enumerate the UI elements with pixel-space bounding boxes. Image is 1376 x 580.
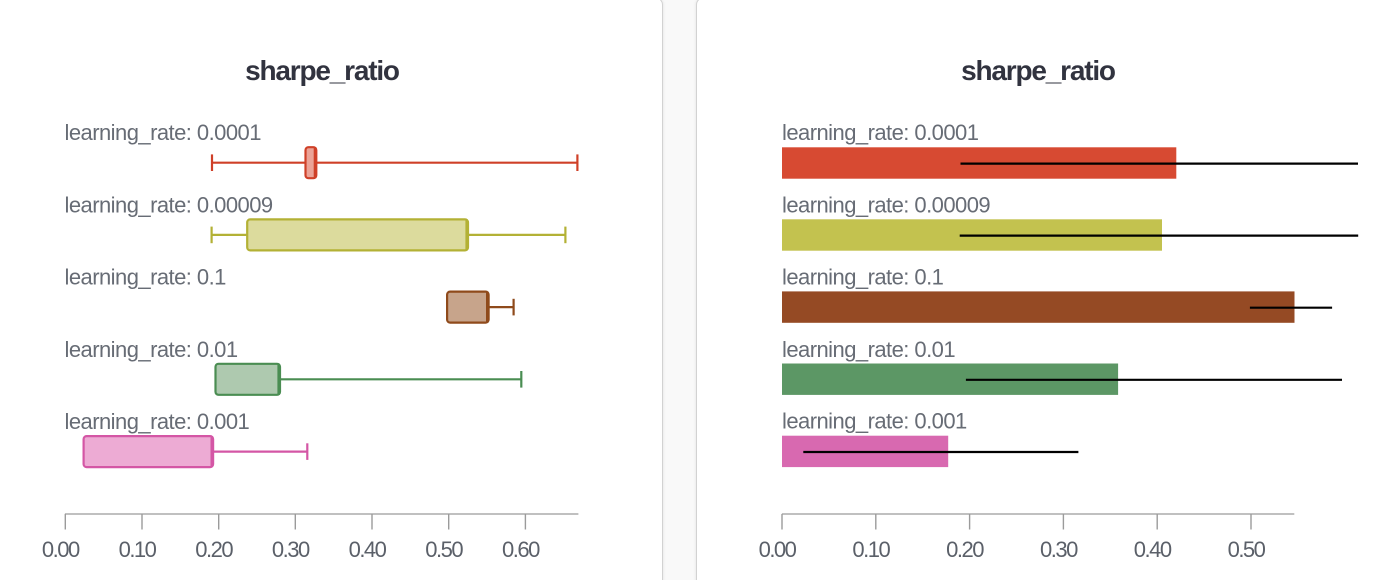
svg-text:learning_rate: 0.0001: learning_rate: 0.0001 bbox=[65, 120, 262, 145]
svg-text:0.00: 0.00 bbox=[42, 537, 80, 562]
svg-text:0.20: 0.20 bbox=[946, 537, 984, 562]
svg-text:0.60: 0.60 bbox=[502, 537, 540, 562]
svg-text:0.30: 0.30 bbox=[272, 537, 310, 562]
svg-text:learning_rate: 0.01: learning_rate: 0.01 bbox=[65, 337, 238, 362]
svg-text:learning_rate: 0.001: learning_rate: 0.001 bbox=[65, 409, 250, 434]
svg-text:0.10: 0.10 bbox=[852, 537, 890, 562]
svg-text:learning_rate: 0.01: learning_rate: 0.01 bbox=[782, 337, 955, 362]
svg-text:0.50: 0.50 bbox=[1228, 537, 1266, 562]
svg-text:learning_rate: 0.1: learning_rate: 0.1 bbox=[782, 265, 944, 290]
svg-text:0.40: 0.40 bbox=[349, 537, 387, 562]
svg-text:0.30: 0.30 bbox=[1040, 537, 1078, 562]
svg-text:learning_rate: 0.0001: learning_rate: 0.0001 bbox=[782, 120, 979, 145]
svg-text:0.00: 0.00 bbox=[759, 537, 797, 562]
svg-text:sharpe_ratio: sharpe_ratio bbox=[245, 55, 400, 86]
svg-text:0.20: 0.20 bbox=[195, 537, 233, 562]
svg-text:learning_rate: 0.1: learning_rate: 0.1 bbox=[65, 265, 227, 290]
svg-text:0.40: 0.40 bbox=[1134, 537, 1172, 562]
svg-text:learning_rate: 0.00009: learning_rate: 0.00009 bbox=[65, 192, 273, 217]
svg-text:sharpe_ratio: sharpe_ratio bbox=[961, 55, 1116, 86]
svg-text:learning_rate: 0.001: learning_rate: 0.001 bbox=[782, 409, 967, 434]
svg-text:learning_rate: 0.00009: learning_rate: 0.00009 bbox=[782, 192, 990, 217]
svg-text:0.10: 0.10 bbox=[119, 537, 157, 562]
svg-text:0.50: 0.50 bbox=[425, 537, 463, 562]
